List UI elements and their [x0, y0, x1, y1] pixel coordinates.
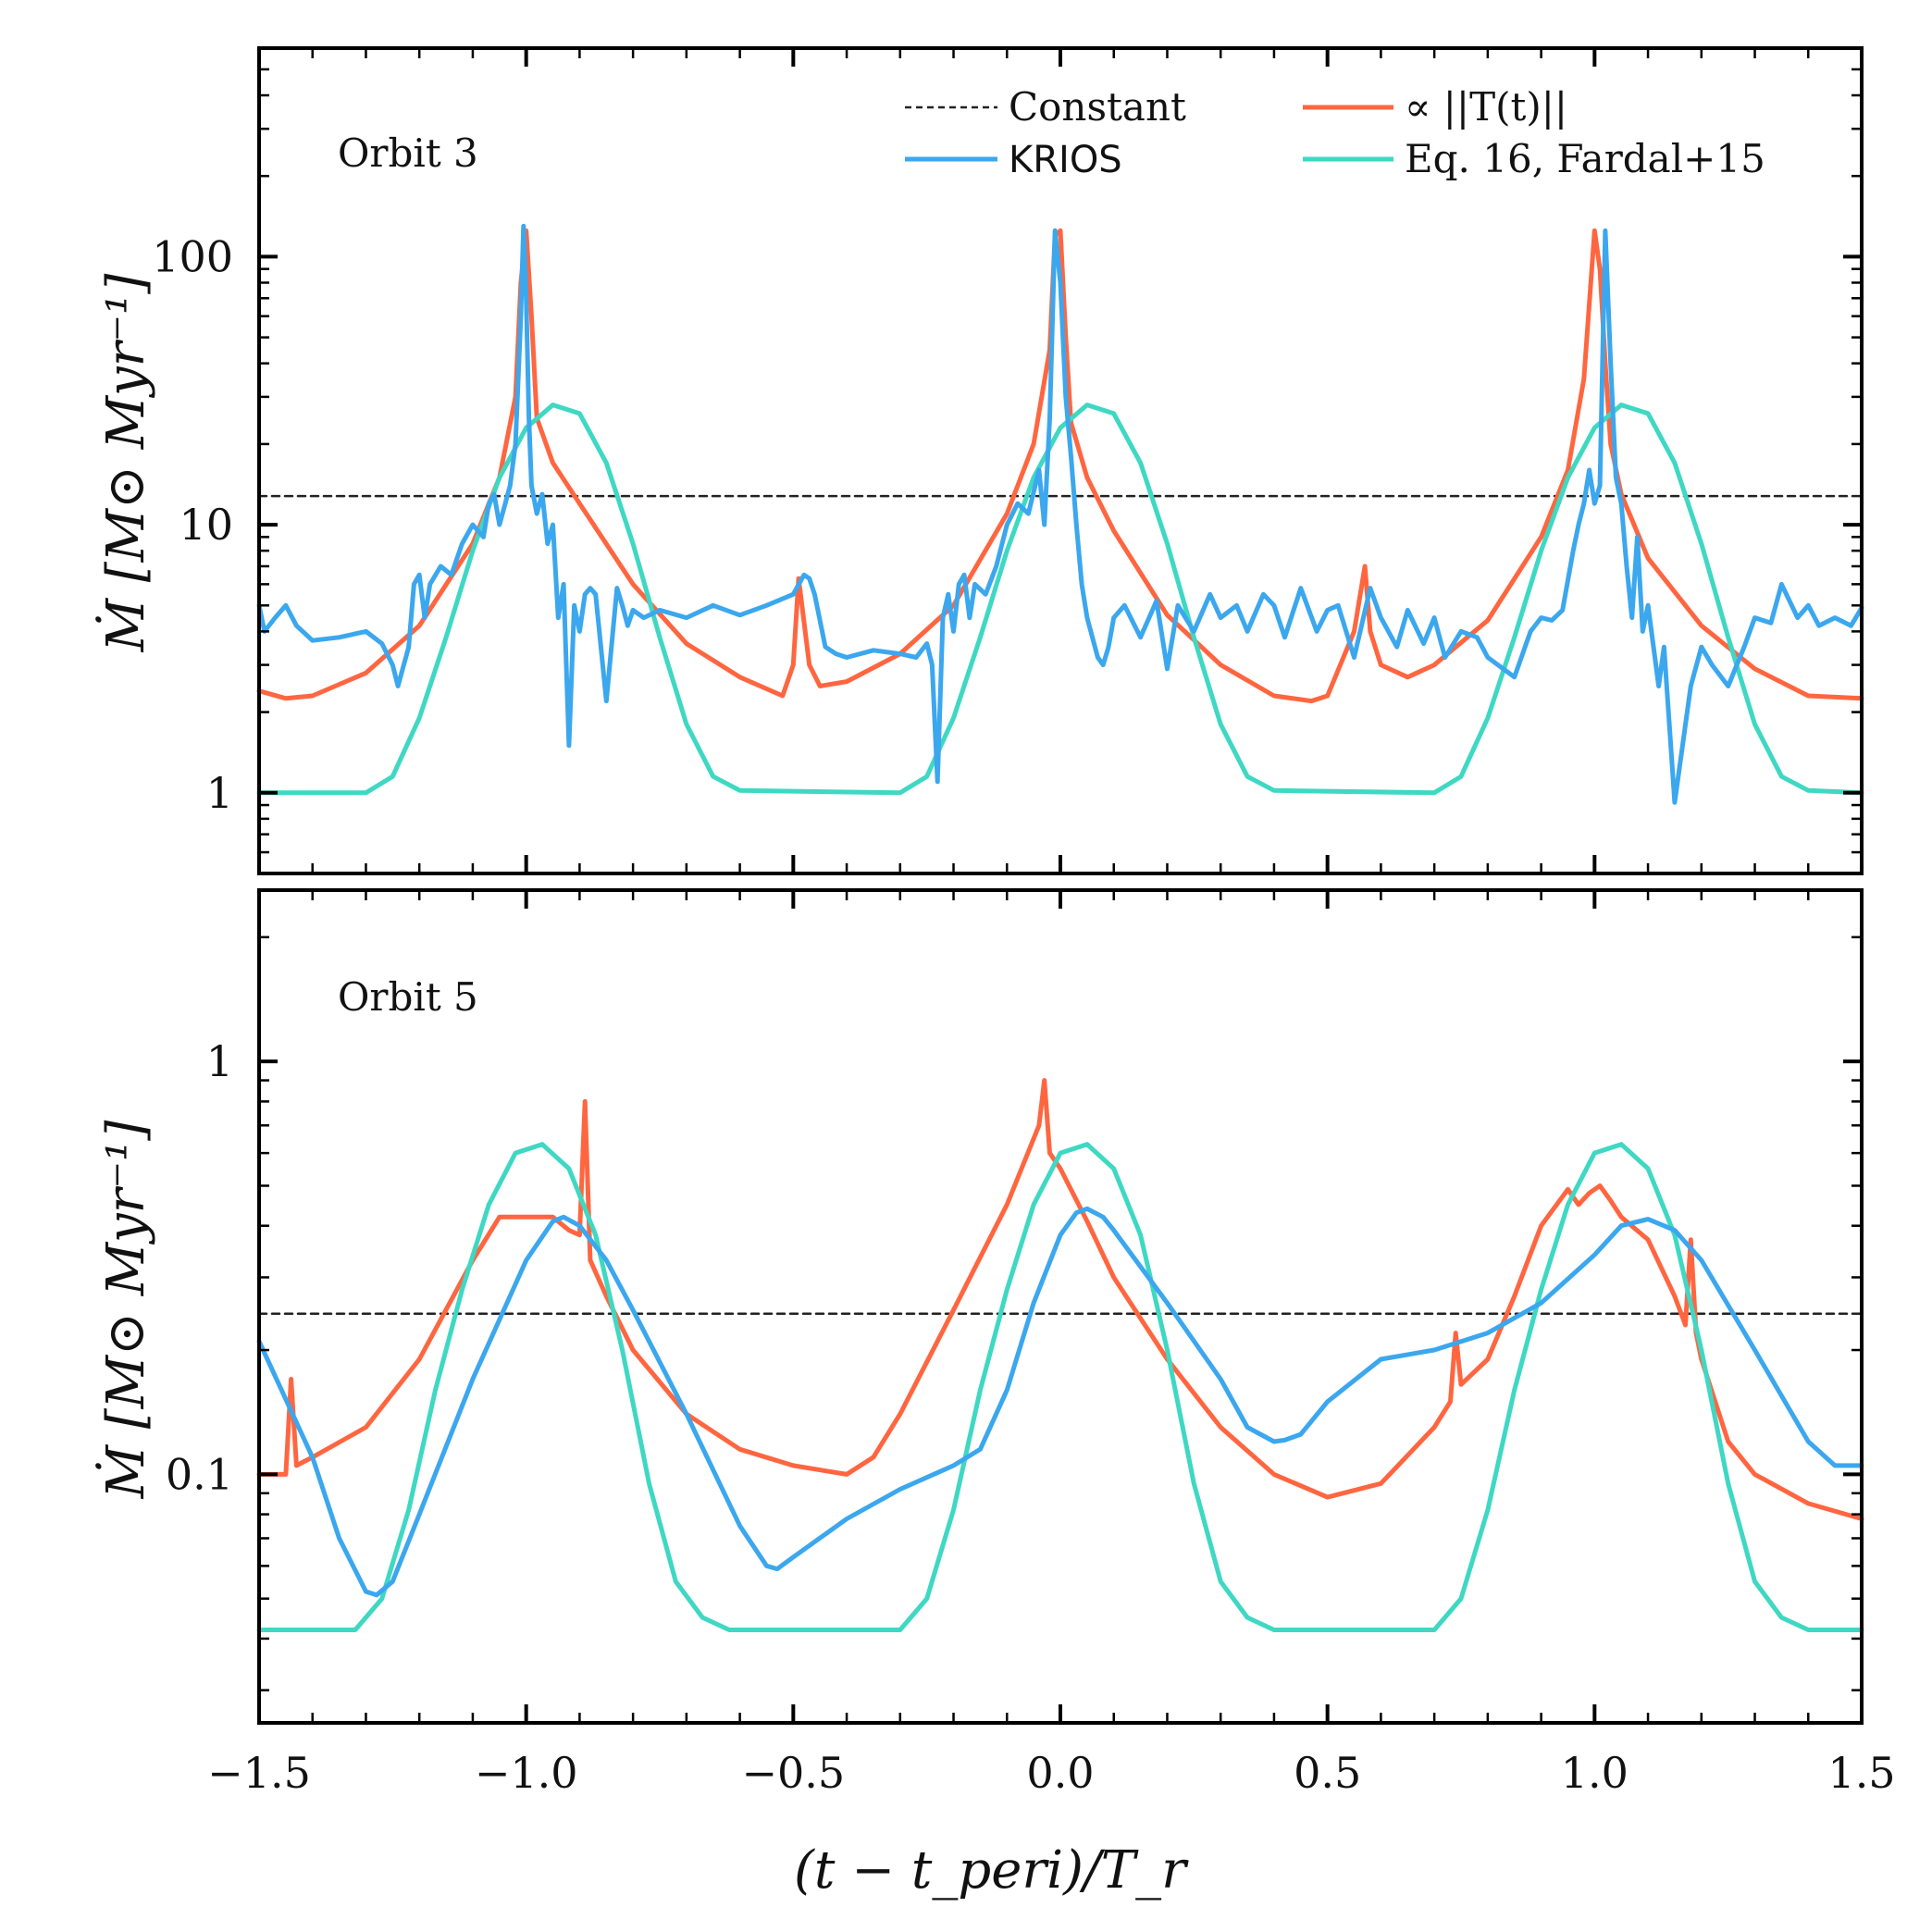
series-eq-16-fardal-15-line	[256, 1142, 1864, 1632]
series-eq-16-fardal-15-line	[256, 402, 1864, 796]
x-tick-label: 0.5	[1294, 1748, 1361, 1798]
legend-fardal-label: Eq. 16, Fardal+15	[1405, 136, 1765, 181]
orbit-3-label: Orbit 3	[338, 130, 478, 176]
x-tick-label: −1.5	[207, 1748, 311, 1798]
panel-orbit-5: 0.1 1 −1.5 −1.0 −0.5 0.0 0.5 1.0 1.5 Orbit 5 Ṁ […	[95, 888, 1896, 1798]
series-krios-line	[256, 1206, 1864, 1598]
y-axis-label-bottom: Ṁ [M⊙ Myr⁻¹]	[95, 1121, 156, 1500]
y-tick-label: 1	[206, 768, 233, 818]
series-t-t-line	[256, 1078, 1864, 1521]
x-tick-label: 1.5	[1827, 1748, 1895, 1798]
x-tick-label: 1.0	[1561, 1748, 1629, 1798]
orbit-3-series-group	[256, 223, 1864, 805]
orbit-5-label: Orbit 5	[338, 974, 478, 1020]
x-tick-label: −1.0	[475, 1748, 578, 1798]
x-tick-label: 0.0	[1026, 1748, 1094, 1798]
orbit-3-frame	[257, 46, 1864, 875]
series-t-t-line	[256, 228, 1864, 704]
y-tick-label: 100	[152, 231, 233, 281]
orbit-5-ticks: 0.1 1 −1.5 −1.0 −0.5 0.0 0.5 1.0 1.5	[166, 890, 1896, 1798]
legend-torque-label: ∝ ||T(t)||	[1405, 84, 1567, 130]
legend-constant-label: Constant	[1009, 84, 1186, 130]
panel-orbit-3: 1 10 100 Orbit 3 Constant KRIOS ∝ ||T(t)||…	[95, 46, 1864, 875]
y-axis-label-top: Ṁ [M⊙ Myr⁻¹]	[95, 274, 156, 653]
x-axis-label: (t − t_peri)/T_r	[794, 1840, 1189, 1901]
series-krios-line	[256, 223, 1864, 805]
orbit-5-frame	[257, 888, 1864, 1725]
y-tick-label: 1	[206, 1036, 233, 1086]
y-tick-label: 10	[179, 500, 233, 550]
y-tick-label: 0.1	[166, 1449, 233, 1499]
legend: Constant KRIOS ∝ ||T(t)|| Eq. 16, Fardal…	[905, 84, 1765, 181]
x-tick-label: −0.5	[741, 1748, 845, 1798]
legend-krios-label: KRIOS	[1009, 139, 1122, 181]
orbit-5-series-group	[256, 1078, 1864, 1632]
